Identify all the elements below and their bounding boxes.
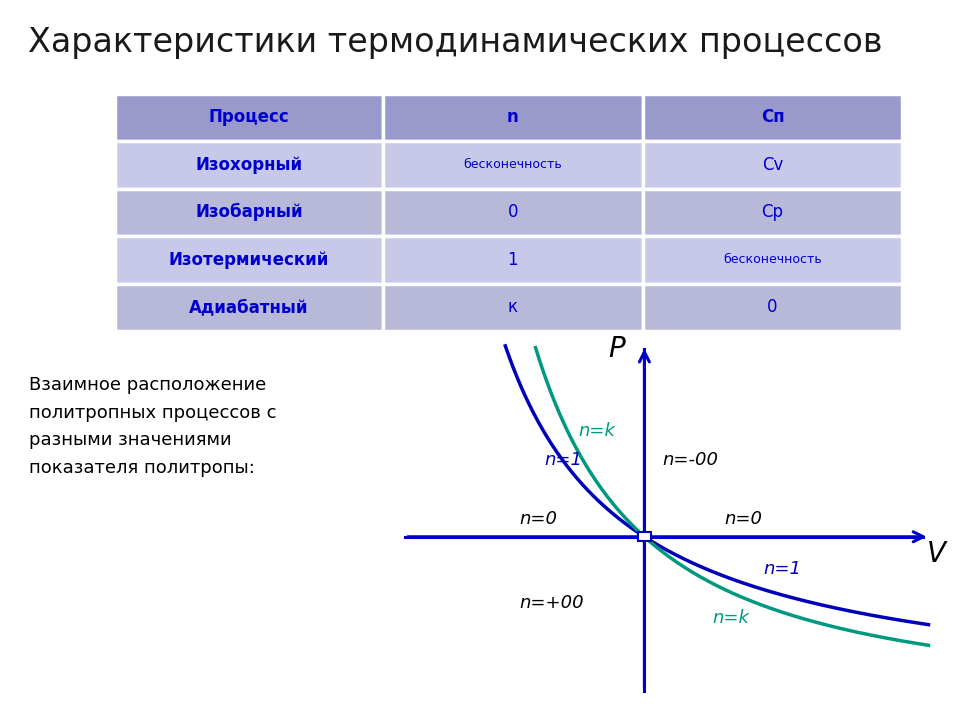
Bar <box>642 94 902 141</box>
Text: n=-00: n=-00 <box>662 451 719 469</box>
Bar <box>115 189 383 236</box>
Text: n=1: n=1 <box>545 451 583 469</box>
Bar <box>642 189 902 236</box>
Text: n=0: n=0 <box>724 510 762 528</box>
Text: Cv: Cv <box>762 156 783 174</box>
Text: 0: 0 <box>508 203 518 222</box>
Text: Cp: Cp <box>761 203 783 222</box>
Bar <box>115 141 383 189</box>
Text: бесконечность: бесконечность <box>464 158 563 171</box>
Bar <box>642 141 902 189</box>
Text: n=+00: n=+00 <box>519 594 584 612</box>
Text: n=k: n=k <box>578 422 614 440</box>
Text: V: V <box>926 541 946 568</box>
Text: n=1: n=1 <box>763 560 801 578</box>
Text: Изотермический: Изотермический <box>169 251 329 269</box>
Text: n: n <box>507 108 518 126</box>
Text: к: к <box>508 298 517 317</box>
Text: Изобарный: Изобарный <box>195 203 302 222</box>
Bar <box>383 189 642 236</box>
Bar <box>642 236 902 284</box>
Bar <box>115 284 383 331</box>
Bar <box>383 284 642 331</box>
Bar <box>115 94 383 141</box>
Text: 1: 1 <box>508 251 518 269</box>
Text: 0: 0 <box>767 298 778 317</box>
Text: P: P <box>609 335 625 363</box>
Text: Адиабатный: Адиабатный <box>189 298 309 317</box>
Bar <box>637 532 651 541</box>
Bar <box>383 236 642 284</box>
Bar <box>115 236 383 284</box>
Bar <box>642 284 902 331</box>
Text: Взаимное расположение
политропных процессов с
разными значениями
показателя поли: Взаимное расположение политропных процес… <box>29 376 276 477</box>
Text: Изохорный: Изохорный <box>196 156 302 174</box>
Bar <box>383 94 642 141</box>
Text: Сп: Сп <box>760 108 784 126</box>
Text: бесконечность: бесконечность <box>723 253 822 266</box>
Text: n=0: n=0 <box>519 510 557 528</box>
Text: n=k: n=k <box>712 608 750 626</box>
Text: Процесс: Процесс <box>208 108 289 126</box>
Bar <box>383 141 642 189</box>
Text: Характеристики термодинамических процессов: Характеристики термодинамических процесс… <box>29 27 883 59</box>
